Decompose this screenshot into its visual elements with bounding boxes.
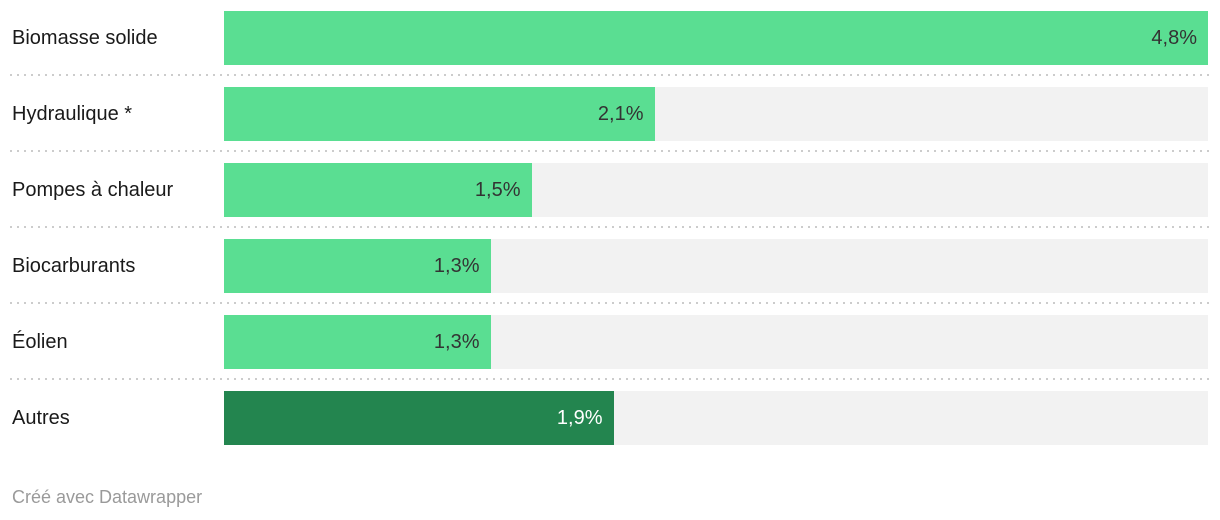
bar: 4,8% bbox=[224, 11, 1208, 65]
bar: 2,1% bbox=[224, 87, 655, 141]
bar-track: 1,3% bbox=[224, 315, 1208, 369]
bar-row: Biomasse solide 4,8% bbox=[0, 0, 1220, 76]
category-label: Biomasse solide bbox=[12, 27, 158, 49]
value-label: 4,8% bbox=[1151, 26, 1197, 49]
value-label: 1,5% bbox=[474, 178, 521, 201]
bar-track: 2,1% bbox=[224, 87, 1208, 141]
bar-row: Pompes à chaleur 1,5% bbox=[0, 152, 1220, 228]
category-label: Pompes à chaleur bbox=[12, 179, 174, 201]
category-label: Éolien bbox=[12, 331, 68, 353]
bar-row: Autres 1,9% bbox=[0, 380, 1220, 456]
chart-footer: Créé avec Datawrapper bbox=[0, 456, 1220, 508]
bar: 1,5% bbox=[224, 163, 532, 217]
category-label: Biocarburants bbox=[12, 255, 136, 277]
bar-row: Hydraulique * 2,1% bbox=[0, 76, 1220, 152]
bar-track: 1,5% bbox=[224, 163, 1208, 217]
category-label: Hydraulique * bbox=[12, 103, 133, 125]
bar: 1,9% bbox=[224, 391, 614, 445]
bar-track: 1,9% bbox=[224, 391, 1208, 445]
value-label: 2,1% bbox=[597, 102, 644, 125]
bar-track: 1,3% bbox=[224, 239, 1208, 293]
category-label: Autres bbox=[12, 407, 70, 429]
bar-track: 4,8% bbox=[224, 11, 1208, 65]
bar: 1,3% bbox=[224, 239, 491, 293]
value-label: 1,9% bbox=[556, 406, 603, 429]
value-label: 1,3% bbox=[433, 254, 480, 277]
bar-row: Biocarburants 1,3% bbox=[0, 228, 1220, 304]
bar-row: Éolien 1,3% bbox=[0, 304, 1220, 380]
bar-chart: Biomasse solide 4,8% Hydraulique * 2,1% Pomp… bbox=[0, 0, 1220, 456]
datawrapper-attribution-link[interactable]: Créé avec Datawrapper bbox=[12, 487, 203, 507]
bar: 1,3% bbox=[224, 315, 491, 369]
value-label: 1,3% bbox=[433, 330, 480, 353]
